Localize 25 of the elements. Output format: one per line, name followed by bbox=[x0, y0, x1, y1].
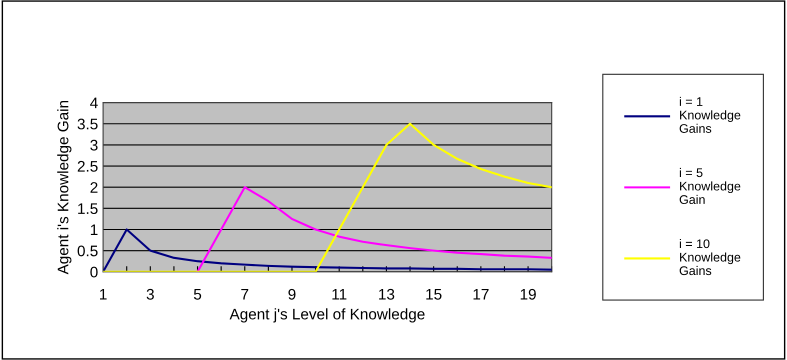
y-axis-title: Agent i's Knowledge Gain bbox=[57, 100, 72, 274]
y-tick-label: 0.5 bbox=[78, 246, 98, 256]
y-tick-label: 4 bbox=[90, 98, 98, 108]
x-tick-label: 19 bbox=[520, 288, 536, 300]
x-tick-label: 13 bbox=[379, 288, 394, 300]
legend-label: i = 10 Knowledge Gains bbox=[680, 238, 740, 276]
line-series bbox=[196, 186, 552, 272]
x-axis-title: Agent j's Level of Knowledge bbox=[230, 308, 425, 323]
y-tick-label: 0 bbox=[90, 266, 98, 278]
x-tick-label: 11 bbox=[332, 289, 346, 300]
x-tick-label: 17 bbox=[474, 289, 489, 300]
y-tick-label: 2 bbox=[90, 182, 98, 193]
x-tick-label: 3 bbox=[146, 288, 154, 300]
x-tick-label: 9 bbox=[288, 288, 296, 300]
x-tick-label: 1 bbox=[100, 289, 107, 300]
x-tick-label: 5 bbox=[194, 289, 202, 300]
y-tick-label: 1 bbox=[90, 224, 98, 236]
y-tick-label: 3.5 bbox=[78, 118, 98, 130]
legend-label: i = 1 Knowledge Gains bbox=[680, 96, 740, 133]
x-tick-label: 15 bbox=[426, 289, 442, 300]
y-tick-label: 2.5 bbox=[78, 160, 98, 172]
y-tick-label: 3 bbox=[90, 140, 98, 151]
x-tick-label: 7 bbox=[241, 289, 248, 300]
legend-label: i = 5 Knowledge Gain bbox=[680, 168, 740, 204]
y-tick-label: 1.5 bbox=[78, 203, 98, 214]
